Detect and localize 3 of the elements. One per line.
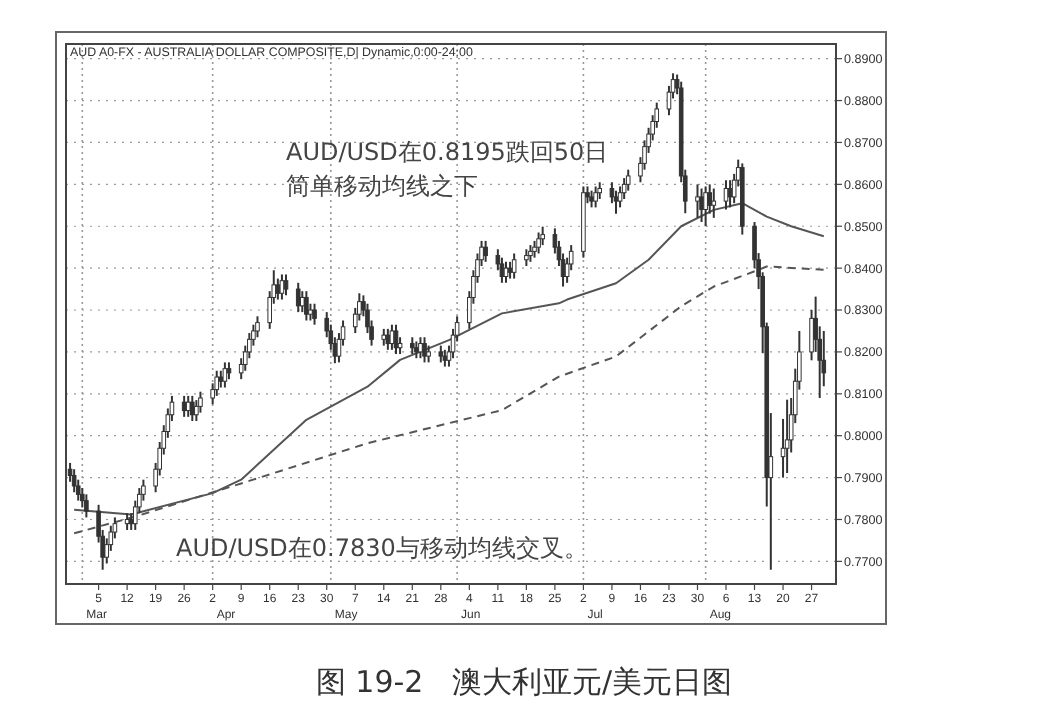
text: 图 19-2 澳大利亚元/美元日图 <box>313 664 735 702</box>
annotation: AUD/USD在0.7830与移动均线交叉。 <box>176 532 588 566</box>
annotation: AUD/USD在0.8195跌回50日简单移动均线之下 <box>286 136 611 204</box>
